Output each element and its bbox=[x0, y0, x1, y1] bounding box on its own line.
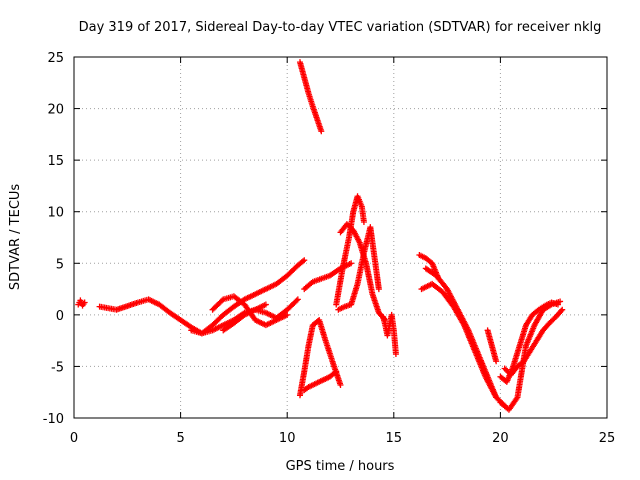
y-tick-label: -10 bbox=[43, 412, 64, 427]
y-tick-label: -5 bbox=[51, 360, 64, 375]
y-tick-label: 10 bbox=[47, 206, 64, 221]
grid-layer bbox=[74, 57, 607, 418]
x-tick-label: 0 bbox=[70, 431, 78, 446]
series-arc-q bbox=[484, 327, 500, 365]
series-arc-i bbox=[301, 260, 355, 293]
data-point bbox=[81, 299, 88, 306]
y-tick-label: 5 bbox=[56, 257, 64, 272]
series-arc-s bbox=[501, 306, 566, 378]
data-point-fill bbox=[299, 258, 306, 265]
data-point-fill bbox=[293, 297, 300, 304]
x-tick-label: 5 bbox=[176, 431, 184, 446]
data-point bbox=[360, 219, 367, 226]
data-point-fill bbox=[331, 369, 338, 376]
axis-ticks: 0 5 10 15 20 25 -10 -5 0 5 10 15 20 25 bbox=[43, 51, 616, 446]
data-point-fill bbox=[558, 307, 565, 314]
x-axis-label: GPS time / hours bbox=[286, 459, 395, 474]
series-arc-k bbox=[335, 224, 382, 313]
series-arc-m bbox=[380, 311, 399, 358]
x-tick-label: 10 bbox=[279, 431, 296, 446]
y-tick-label: 25 bbox=[47, 51, 64, 66]
data-point bbox=[333, 368, 340, 375]
data-point bbox=[493, 394, 500, 401]
data-point bbox=[559, 306, 566, 313]
y-axis-label: SDTVAR / TECUs bbox=[8, 184, 23, 291]
data-point bbox=[294, 296, 301, 303]
data-point bbox=[284, 311, 291, 318]
series-arc-e bbox=[220, 296, 301, 334]
series-arc-l bbox=[337, 221, 389, 324]
series-arc-h bbox=[301, 368, 340, 394]
plot-frame bbox=[73, 56, 608, 419]
data-point bbox=[557, 298, 564, 305]
series-arc-a bbox=[75, 297, 88, 309]
data-point bbox=[375, 286, 382, 293]
series-arc-p bbox=[422, 265, 500, 401]
series-arc-g bbox=[296, 317, 344, 399]
series-arc-t bbox=[497, 299, 561, 385]
data-point bbox=[493, 358, 500, 365]
data-point bbox=[392, 351, 399, 358]
data-point bbox=[318, 128, 325, 135]
series-arc-d bbox=[209, 293, 291, 329]
data-point bbox=[348, 260, 355, 267]
data-point bbox=[337, 381, 344, 388]
x-tick-label: 15 bbox=[386, 431, 403, 446]
x-tick-label: 20 bbox=[492, 431, 509, 446]
data-point bbox=[554, 301, 561, 308]
data-point bbox=[301, 257, 308, 264]
y-tick-label: 20 bbox=[47, 103, 64, 118]
chart-title: Day 319 of 2017, Sidereal Day-to-day VTE… bbox=[79, 20, 602, 35]
data-point bbox=[262, 301, 269, 308]
series-arc-c bbox=[188, 257, 308, 337]
x-tick-label: 25 bbox=[599, 431, 616, 446]
series-arc-f bbox=[296, 59, 325, 135]
y-tick-label: 15 bbox=[47, 154, 64, 169]
data-marks bbox=[75, 59, 566, 413]
y-tick-label: 0 bbox=[56, 309, 64, 324]
